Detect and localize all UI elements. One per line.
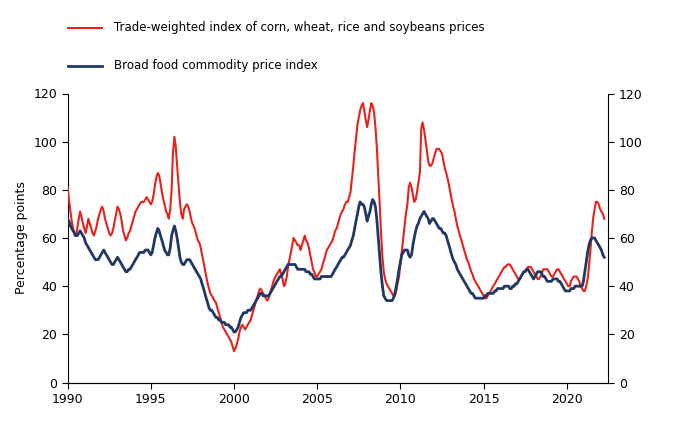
Text: Trade-weighted index of corn, wheat, rice and soybeans prices: Trade-weighted index of corn, wheat, ric…	[114, 21, 484, 34]
Y-axis label: Percentage points: Percentage points	[15, 181, 28, 295]
Text: Broad food commodity price index: Broad food commodity price index	[114, 60, 317, 72]
